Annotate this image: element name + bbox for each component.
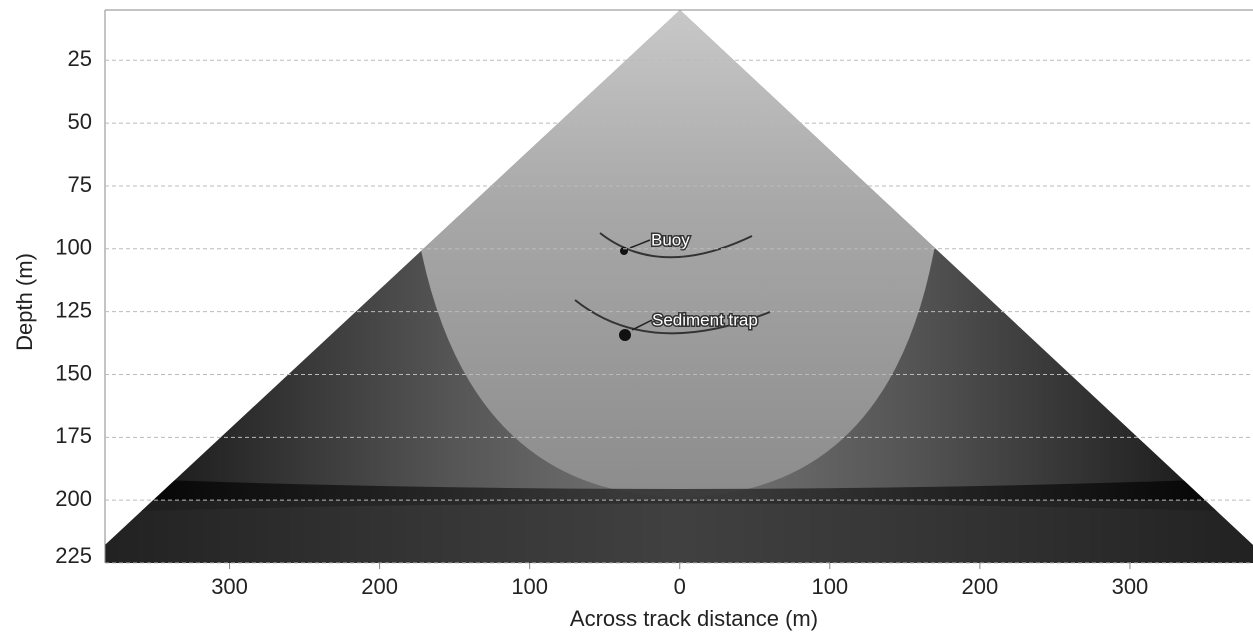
x-tick-label: 200: [361, 574, 398, 599]
y-axis-label: Depth (m): [12, 253, 37, 351]
annotation: Sediment trap: [652, 310, 758, 329]
sonar-image: [105, 10, 1253, 563]
y-tick-label: 50: [68, 109, 92, 134]
chart: Buoy Sediment trap Across track distance…: [0, 0, 1253, 634]
x-tick-label: 100: [811, 574, 848, 599]
y-tick-label: 100: [55, 235, 92, 260]
y-tick-label: 200: [55, 486, 92, 511]
annotation: Buoy: [651, 230, 690, 249]
x-tick-label: 200: [962, 574, 999, 599]
y-tick-label: 175: [55, 423, 92, 448]
y-tick-label: 150: [55, 360, 92, 385]
x-axis-label: Across track distance (m): [570, 606, 818, 631]
y-tick-label: 75: [68, 172, 92, 197]
y-tick-label: 25: [68, 46, 92, 71]
y-tick-label: 125: [55, 297, 92, 322]
y-tick-label: 225: [55, 543, 92, 568]
x-tick-label: 0: [674, 574, 686, 599]
x-tick-label: 300: [1112, 574, 1149, 599]
x-tick-label: 100: [511, 574, 548, 599]
x-tick-label: 300: [211, 574, 248, 599]
